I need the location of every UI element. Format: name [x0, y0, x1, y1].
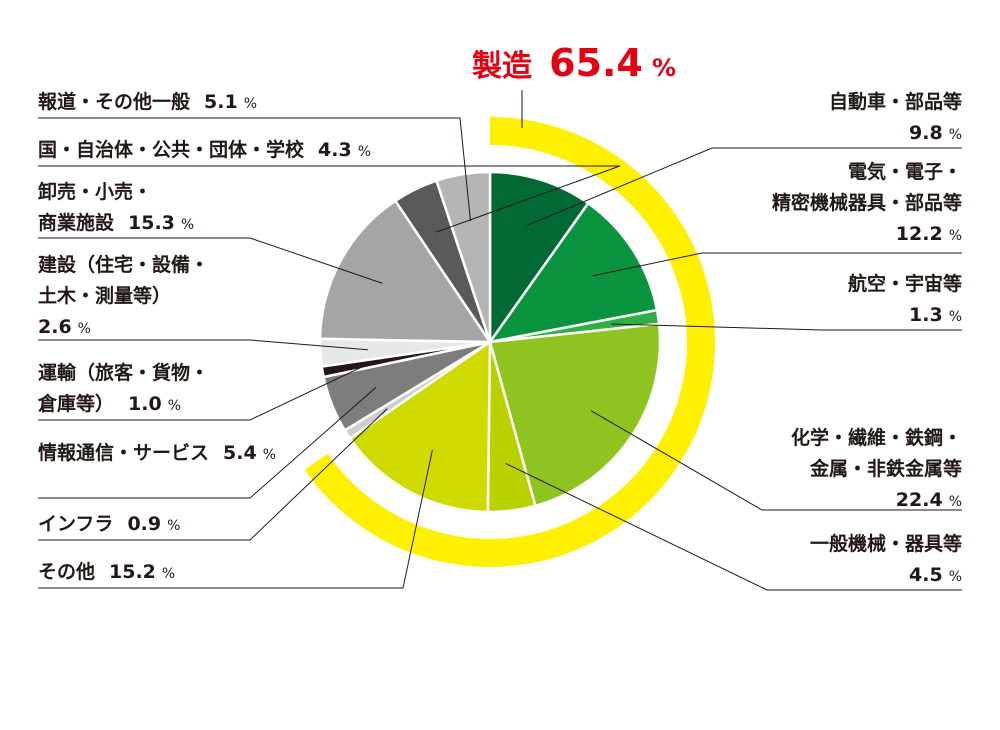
headline-name: 製造: [472, 49, 532, 84]
leader-line: [592, 252, 962, 277]
leader-line: [38, 237, 383, 284]
slice-label-text: 自動車・部品等: [829, 90, 962, 113]
leader-line: [38, 339, 368, 351]
slice-value: 22.4%: [896, 489, 962, 511]
headline-unit: %: [652, 54, 676, 82]
leader-line: [38, 449, 433, 589]
slice-label: インフラ 0.9%: [38, 513, 180, 535]
svg-text:製造 65.4 %: 製造 65.4 %: [472, 41, 676, 85]
leader-lines: [38, 117, 962, 591]
slice-label-text: 運輸（旅客・貨物・: [38, 361, 209, 384]
leader-line: [38, 165, 621, 233]
slice-label-text: 土木・測量等）: [38, 284, 171, 307]
pie-slices: [318, 170, 662, 514]
leader-line: [611, 323, 962, 331]
pie-slice: [488, 201, 659, 344]
slice-label-text: その他 15.2%: [38, 560, 175, 583]
slice-label: 建設（住宅・設備・土木・測量等） 2.6%: [38, 253, 209, 338]
leader-line: [590, 410, 962, 511]
slice-label: 報道・その他一般 5.1%: [38, 90, 257, 113]
leader-line: [38, 386, 377, 499]
slice-label-text: 化学・繊維・鉄鋼・: [791, 426, 962, 449]
slice-label-text: 電気・電子・: [848, 160, 962, 183]
slice-value: 15.2: [109, 561, 156, 583]
slice-label-text: 国・自治体・公共・団体・学校 4.3%: [38, 138, 371, 161]
slice-label-text: 卸売・小売・: [38, 180, 152, 203]
slice-value: 5.4: [223, 442, 257, 464]
slice-value: 5.1: [204, 91, 238, 113]
slice-label-text: 航空・宇宙等: [848, 272, 962, 295]
leader-line: [38, 408, 388, 541]
slice-label: その他 15.2%: [38, 560, 175, 583]
slice-label-text: 一般機械・器具等: [810, 532, 962, 555]
slice-label-text: 倉庫等） 1.0%: [37, 392, 181, 415]
pie-slice: [318, 199, 492, 344]
manufacturing-headline: 製造 65.4 %: [472, 41, 676, 128]
slice-label-text: 精密機械器具・部品等: [772, 191, 962, 214]
leader-line: [38, 117, 471, 222]
slice-value: 0.9: [127, 513, 161, 535]
slice-value: 15.3: [128, 212, 175, 234]
pie-slice: [348, 340, 492, 514]
slice-labels: 自動車・部品等 9.8 % 電気・電子・精密機械器具・部品等 12.2 % 航空・宇宙等 1.…: [37, 90, 962, 586]
slice-value: 9.8%: [909, 122, 962, 144]
slice-label: 情報通信・サービス 5.4%: [38, 441, 276, 464]
slice-label: 卸売・小売・商業施設 15.3%: [38, 180, 194, 234]
slice-label-text: インフラ 0.9%: [38, 513, 180, 535]
slice-label: 一般機械・器具等 4.5%: [810, 532, 962, 586]
slice-label-text: 建設（住宅・設備・: [38, 253, 209, 276]
slice-value: 1.0: [128, 393, 162, 415]
slice-value: 12.2%: [896, 223, 962, 245]
slice-value: 1.3%: [909, 304, 962, 326]
leader-line: [505, 462, 962, 591]
pie-slice: [488, 322, 662, 508]
slice-label: 航空・宇宙等 1.3%: [848, 272, 962, 326]
slice-label-text: 情報通信・サービス 5.4%: [38, 441, 276, 464]
pie-slice: [435, 170, 492, 344]
slice-value: 2.6%: [38, 316, 91, 338]
slice-label: 自動車・部品等 9.8%: [829, 90, 962, 144]
slice-label: 化学・繊維・鉄鋼・金属・非鉄金属等 22.4%: [791, 426, 962, 511]
slice-label-text: 報道・その他一般 5.1%: [38, 90, 257, 113]
slice-value: 4.3: [318, 139, 352, 161]
slice-label-text: 商業施設 15.3%: [38, 211, 194, 234]
slice-label: 電気・電子・精密機械器具・部品等 12.2%: [772, 160, 962, 245]
leader-line: [526, 147, 962, 226]
leader-line: [38, 362, 370, 421]
slice-label-text: 金属・非鉄金属等: [809, 457, 962, 480]
slice-value: 4.5%: [909, 564, 962, 586]
slice-label: 運輸（旅客・貨物・倉庫等） 1.0%: [37, 361, 209, 415]
slice-label: 国・自治体・公共・団体・学校 4.3%: [38, 138, 371, 161]
headline-value: 65.4: [549, 41, 643, 85]
